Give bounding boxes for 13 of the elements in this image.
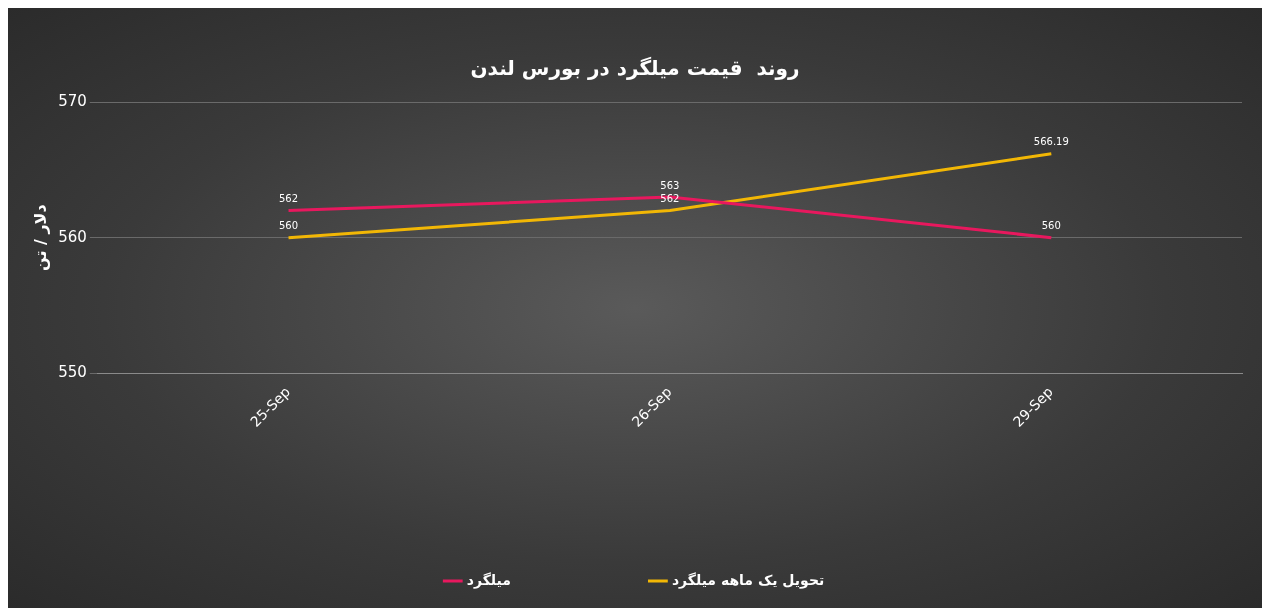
y-axis-title: دلار / تن: [30, 204, 50, 272]
y-tick-label: 550: [58, 363, 87, 382]
data-label: 560: [278, 220, 299, 232]
legend-label: تحویل یک ماهه میلگرد: [671, 571, 825, 589]
chart-title: روند قیمت میلگرد در بورس لندن: [470, 56, 800, 81]
data-label: 562: [278, 193, 299, 205]
data-label: 566.19: [1033, 136, 1069, 148]
y-tick-label: 570: [58, 91, 87, 110]
data-label: 562: [660, 193, 680, 205]
y-tick-label: 560: [58, 227, 87, 246]
data-label: 563: [660, 179, 680, 191]
data-label: 560: [1041, 220, 1061, 232]
legend-label: میلگرد: [466, 571, 511, 589]
